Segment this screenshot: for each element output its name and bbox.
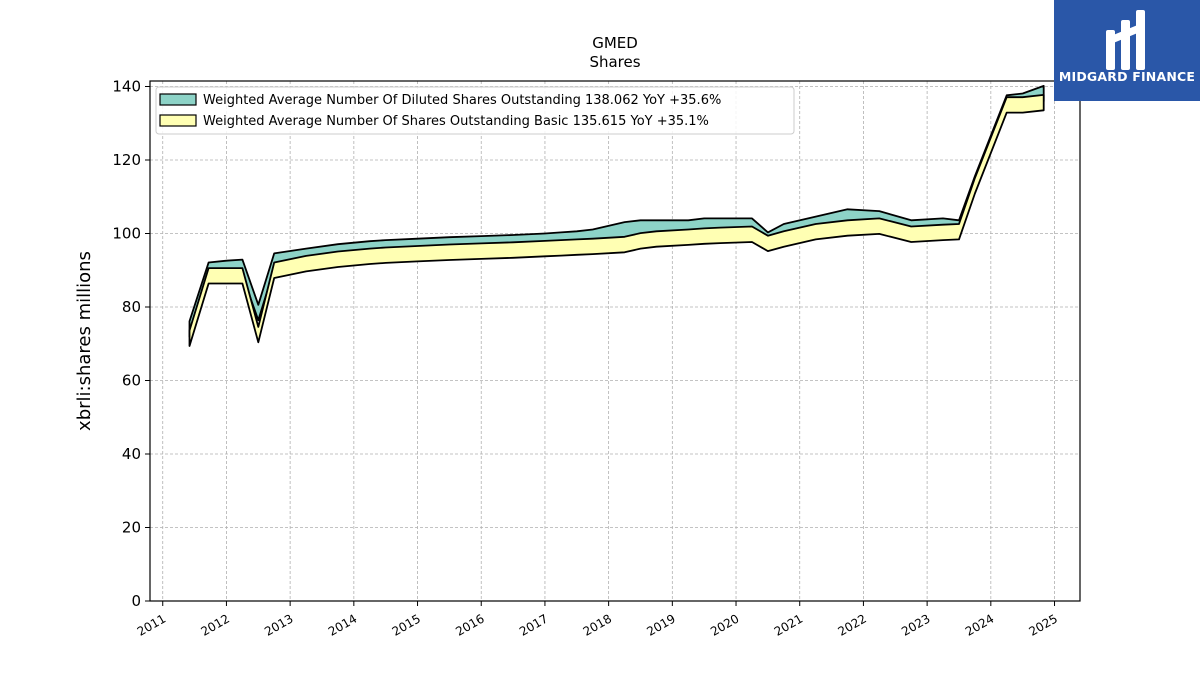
midgard-logo-icon xyxy=(1106,10,1145,70)
x-tick-label: 2018 xyxy=(581,611,614,638)
x-tick-label: 2025 xyxy=(1027,611,1060,638)
y-tick-label: 20 xyxy=(122,519,141,537)
y-tick-label: 140 xyxy=(112,78,141,96)
legend: Weighted Average Number Of Diluted Share… xyxy=(155,86,795,135)
y-tick-label: 100 xyxy=(112,225,141,243)
grid xyxy=(150,81,1080,602)
y-tick-label: 0 xyxy=(131,592,141,610)
y-tick-label: 120 xyxy=(112,151,141,169)
x-tick-label: 2016 xyxy=(453,611,486,638)
legend-label-diluted: Weighted Average Number Of Diluted Share… xyxy=(203,93,721,108)
y-tick-label: 40 xyxy=(122,445,141,463)
chart-subtitle: Shares xyxy=(589,53,640,71)
legend-swatch-basic xyxy=(159,114,197,127)
x-tick-label: 2024 xyxy=(963,611,996,638)
x-tick-label: 2014 xyxy=(326,611,359,638)
x-tick-label: 2021 xyxy=(772,611,805,638)
x-tick-label: 2015 xyxy=(390,611,423,638)
legend-swatch-diluted xyxy=(159,93,197,106)
series-layer xyxy=(188,85,1045,347)
y-tick-label: 80 xyxy=(122,298,141,316)
x-tick-label: 2019 xyxy=(644,611,677,638)
x-tick-label: 2011 xyxy=(135,611,168,638)
y-tick-label: 60 xyxy=(122,372,141,390)
x-axis: 2011 2012 2013 2014 2015 2016 2017 2018 2019 2020… xyxy=(135,601,1060,639)
x-tick-label: 2013 xyxy=(262,611,295,638)
x-tick-label: 2023 xyxy=(899,611,932,638)
legend-box xyxy=(155,86,795,135)
x-tick-label: 2012 xyxy=(198,611,231,638)
x-tick-label: 2020 xyxy=(708,611,741,638)
y-axis: 0 20 40 60 80 100 120 140 xyxy=(112,78,150,610)
x-tick-label: 2022 xyxy=(835,611,868,638)
chart-title: GMED xyxy=(592,34,638,52)
x-tick-label: 2017 xyxy=(517,611,550,638)
y-axis-label: xbrli:shares millions xyxy=(74,251,95,431)
plot-frame xyxy=(149,80,1081,602)
series-band-1 xyxy=(188,94,1045,347)
legend-label-basic: Weighted Average Number Of Shares Outsta… xyxy=(203,114,709,129)
logo-text: MIDGARD FINANCE xyxy=(1058,69,1196,84)
midgard-finance-logo: MIDGARD FINANCE xyxy=(1054,0,1200,101)
